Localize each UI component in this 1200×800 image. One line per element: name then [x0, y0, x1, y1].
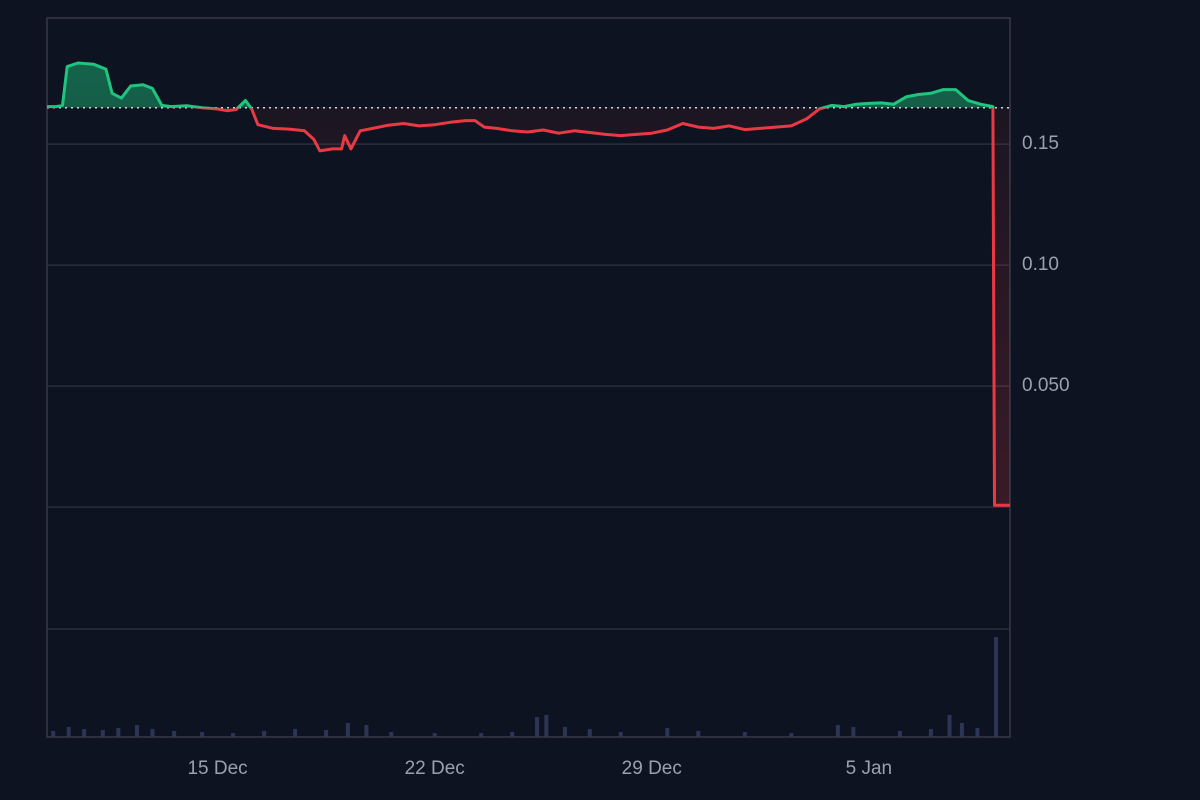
x-tick-label: 5 Jan [846, 758, 892, 779]
volume-bar [742, 732, 747, 737]
volume-bar [231, 733, 236, 737]
volume-bar [535, 717, 540, 737]
volume-bar [544, 715, 549, 737]
y-tick-label: 0.050 [1022, 375, 1070, 396]
volume-bar [389, 732, 394, 737]
volume-bar [324, 730, 329, 737]
volume-bar [696, 731, 701, 737]
volume-bar [959, 723, 964, 737]
volume-bar [510, 732, 515, 737]
volume-bar [897, 731, 902, 737]
volume-bar [51, 731, 56, 737]
x-tick-label: 22 Dec [405, 758, 465, 779]
volume-bar [975, 728, 980, 737]
y-tick-label: 0.15 [1022, 133, 1059, 154]
volume-bar [835, 725, 840, 737]
volume-bar [618, 732, 623, 737]
volume-bar [172, 731, 177, 737]
y-tick-label: 0.10 [1022, 254, 1059, 275]
volume-bar [432, 733, 437, 737]
x-tick-label: 29 Dec [622, 758, 682, 779]
volume-bar [789, 733, 794, 737]
volume-bar [66, 727, 71, 737]
volume-bar [994, 637, 999, 737]
volume-bar [116, 728, 121, 737]
volume-bar [293, 729, 298, 737]
area-above [47, 63, 1010, 108]
volume-bar [479, 733, 484, 737]
volume-bar [82, 729, 87, 737]
volume-bar [562, 727, 567, 737]
volume-bar [947, 715, 952, 737]
volume-bar [100, 730, 105, 737]
volume-bar [928, 729, 933, 737]
x-tick-label: 15 Dec [187, 758, 247, 779]
volume-bar [665, 728, 670, 737]
price-line [47, 61, 1010, 507]
volume-bar [262, 731, 267, 737]
volume-bar [587, 729, 592, 737]
volume-bar [200, 732, 205, 737]
volume-bar [851, 727, 856, 737]
volume-bar [345, 723, 350, 737]
volume-bar [364, 725, 369, 737]
volume-bar [150, 729, 155, 737]
volume-bar [134, 725, 139, 737]
